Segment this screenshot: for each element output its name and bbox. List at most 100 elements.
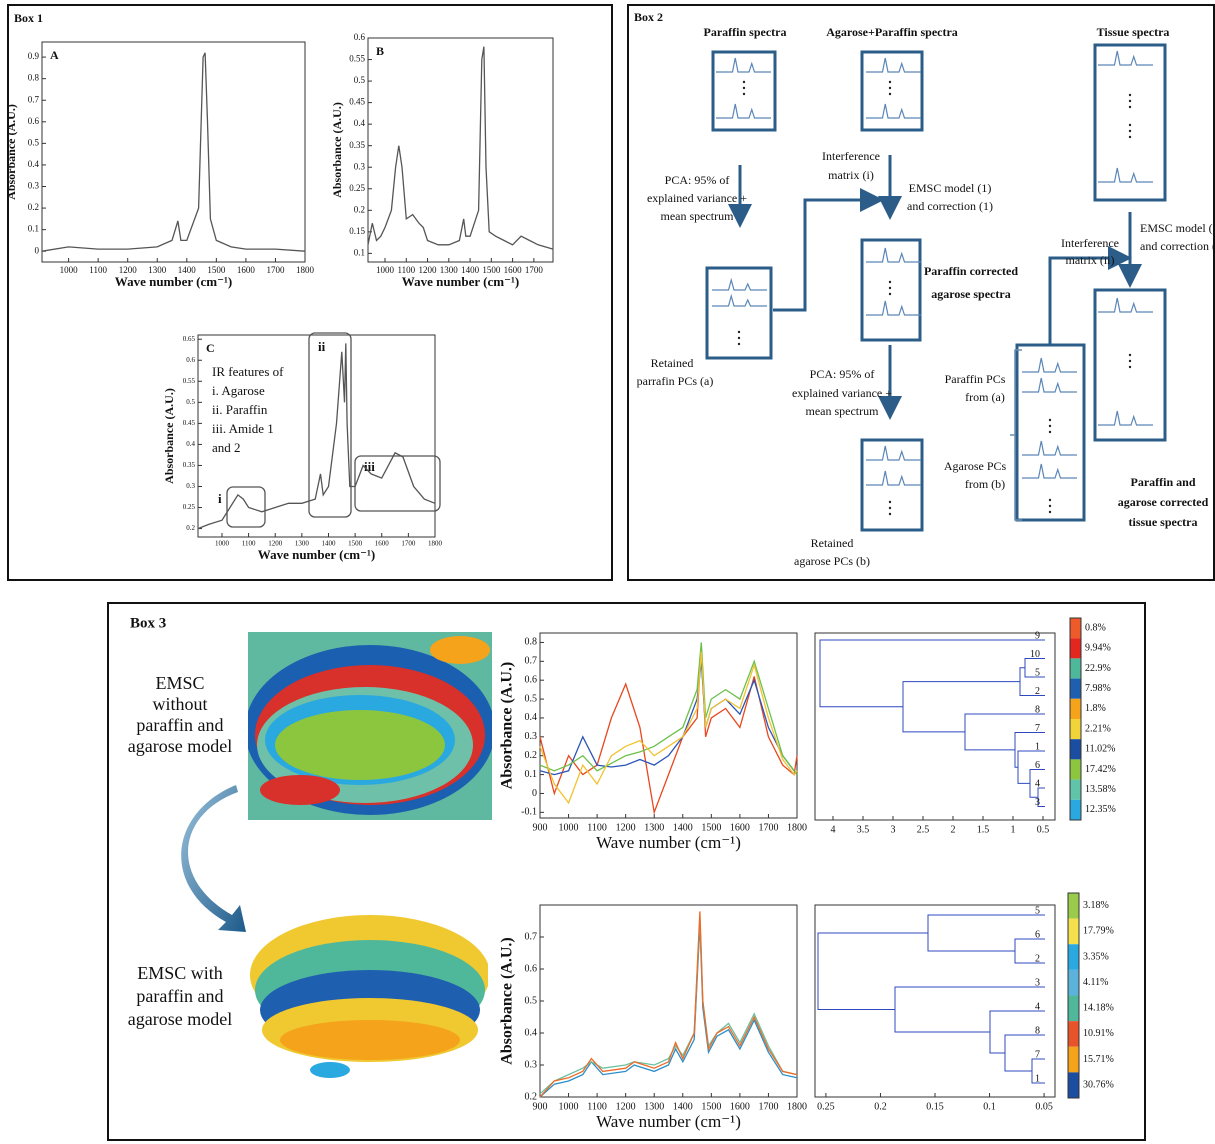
colorbar-cell: [1070, 638, 1081, 659]
diagram-text: from (b): [965, 477, 1005, 491]
y-tick-label: 0.3: [28, 181, 40, 191]
colorbar-label: 10.91%: [1083, 1028, 1114, 1039]
colorbar-label: 2.21%: [1085, 723, 1111, 734]
x-tick-label: 1500: [207, 265, 226, 275]
y-axis-label: Absorbance (A.U.): [499, 662, 516, 790]
colorbar-cell: [1068, 1021, 1079, 1047]
x-axis-label: Wave number (cm⁻¹): [402, 274, 519, 289]
y-tick-label: 0.9: [28, 51, 40, 61]
x-tick-label: 1300: [644, 1101, 664, 1112]
y-tick-label: 0.1: [28, 224, 39, 234]
x-tick-label: 1300: [440, 265, 459, 275]
colorbar-cell: [1070, 719, 1081, 740]
x-axis-label: Wave number (cm⁻¹): [115, 274, 232, 289]
panel-label: C: [206, 341, 215, 355]
x-tick-label: 1600: [730, 822, 750, 833]
method-label: EMSC with: [137, 963, 223, 983]
colorbar-label: 4.11%: [1083, 977, 1108, 988]
spectrum-line: [41, 52, 306, 252]
dot: [1048, 418, 1052, 422]
colorbar-label: 12.35%: [1085, 804, 1116, 815]
y-tick-label: -0.1: [521, 807, 537, 818]
region-box: [354, 455, 441, 512]
colorbar-label: 17.79%: [1083, 926, 1114, 937]
colorbar-label: 3.35%: [1083, 951, 1109, 962]
y-tick-label: 0.2: [525, 1091, 538, 1102]
x-tick-label: 1200: [419, 265, 438, 275]
colorbar-label: 11.02%: [1085, 744, 1115, 755]
x-tick-label: 900: [533, 822, 548, 833]
x-tick-label: 1.5: [977, 824, 990, 835]
region-label: ii: [318, 339, 326, 354]
x-tick-label: 1000: [215, 540, 230, 548]
y-tick-label: 0.5: [186, 398, 195, 406]
spectrum-line: [539, 646, 798, 815]
x-tick-label: 1100: [242, 540, 256, 548]
panel-label: B: [376, 44, 384, 58]
leaf-label: 4: [1035, 778, 1040, 789]
box3-frame: [107, 602, 1146, 1141]
x-tick-label: 1300: [295, 540, 310, 548]
x-tick-label: 3: [891, 824, 896, 835]
diagram-text: Interference: [822, 149, 880, 163]
colorbar-label: 3.18%: [1083, 900, 1109, 911]
diagram-heading: Paraffin corrected: [924, 264, 1018, 278]
spectrum-line: [539, 661, 798, 776]
y-tick-label: 0.2: [354, 204, 365, 214]
diagram-text: agarose PCs (b): [794, 554, 870, 568]
y-tick-label: 0.6: [525, 963, 538, 974]
diagram-text: matrix (ii): [1066, 253, 1115, 267]
leaf-label: 5: [1035, 667, 1040, 678]
x-tick-label: 1800: [787, 822, 807, 833]
region-label: i: [218, 491, 222, 506]
method-label: agarose model: [128, 1009, 232, 1029]
diagram-text: EMSC model (2): [1140, 221, 1215, 235]
y-tick-label: 0.4: [28, 159, 40, 169]
dot: [1128, 135, 1132, 139]
diagram-heading: tissue spectra: [1129, 515, 1198, 529]
colorbar-cell: [1070, 739, 1081, 760]
y-tick-label: 0: [35, 245, 40, 255]
diagram-text: explained variance +: [647, 191, 747, 205]
x-tick-label: 1700: [525, 265, 544, 275]
x-tick-label: 1600: [237, 265, 256, 275]
dot: [888, 512, 892, 516]
y-tick-label: 0.8: [28, 73, 40, 83]
x-tick-label: 1700: [266, 265, 285, 275]
y-axis-label: Absorbance (A.U.): [499, 937, 516, 1065]
dot: [742, 92, 746, 96]
dot: [1128, 129, 1132, 133]
colorbar-frame: [1067, 892, 1080, 1099]
colorbar-cell: [1070, 779, 1081, 800]
region-box: [226, 486, 266, 528]
colorbar-label: 22.9%: [1085, 663, 1111, 674]
x-tick-label: 0.05: [1035, 1101, 1053, 1112]
colorbar-label: 17.42%: [1085, 764, 1116, 775]
dendrogram-branches: [817, 639, 1045, 1084]
colorbar-cell: [1070, 618, 1081, 639]
diagram-text: EMSC model (1): [909, 181, 992, 195]
y-tick-label: 0.4: [186, 440, 195, 448]
colorbar-cell: [1068, 918, 1079, 945]
colorbar-label: 14.18%: [1083, 1003, 1114, 1014]
method-label: paraffin and: [136, 986, 223, 1006]
y-tick-label: 0.6: [186, 356, 195, 364]
dot: [888, 80, 892, 84]
y-tick-label: 0.4: [525, 1027, 538, 1038]
x-axis-label: Wave number (cm⁻¹): [596, 833, 741, 852]
method-label: paraffin and: [136, 715, 223, 735]
y-tick-label: 0: [532, 788, 537, 799]
colorbar-cell: [1068, 1072, 1079, 1098]
diagram-text: PCA: 95% of: [665, 173, 730, 187]
diagram-heading: agarose corrected: [1118, 495, 1209, 509]
y-tick-label: 0.35: [349, 140, 365, 150]
colorbar-label: 15.71%: [1083, 1054, 1114, 1065]
diagram-text: from (a): [965, 390, 1005, 404]
leaf-label: 8: [1035, 704, 1040, 715]
y-tick-label: 0.2: [186, 524, 195, 532]
y-tick-label: 0.4: [525, 712, 538, 723]
x-tick-label: 0.25: [817, 1101, 835, 1112]
x-tick-label: 1800: [787, 1101, 807, 1112]
dot: [888, 280, 892, 284]
